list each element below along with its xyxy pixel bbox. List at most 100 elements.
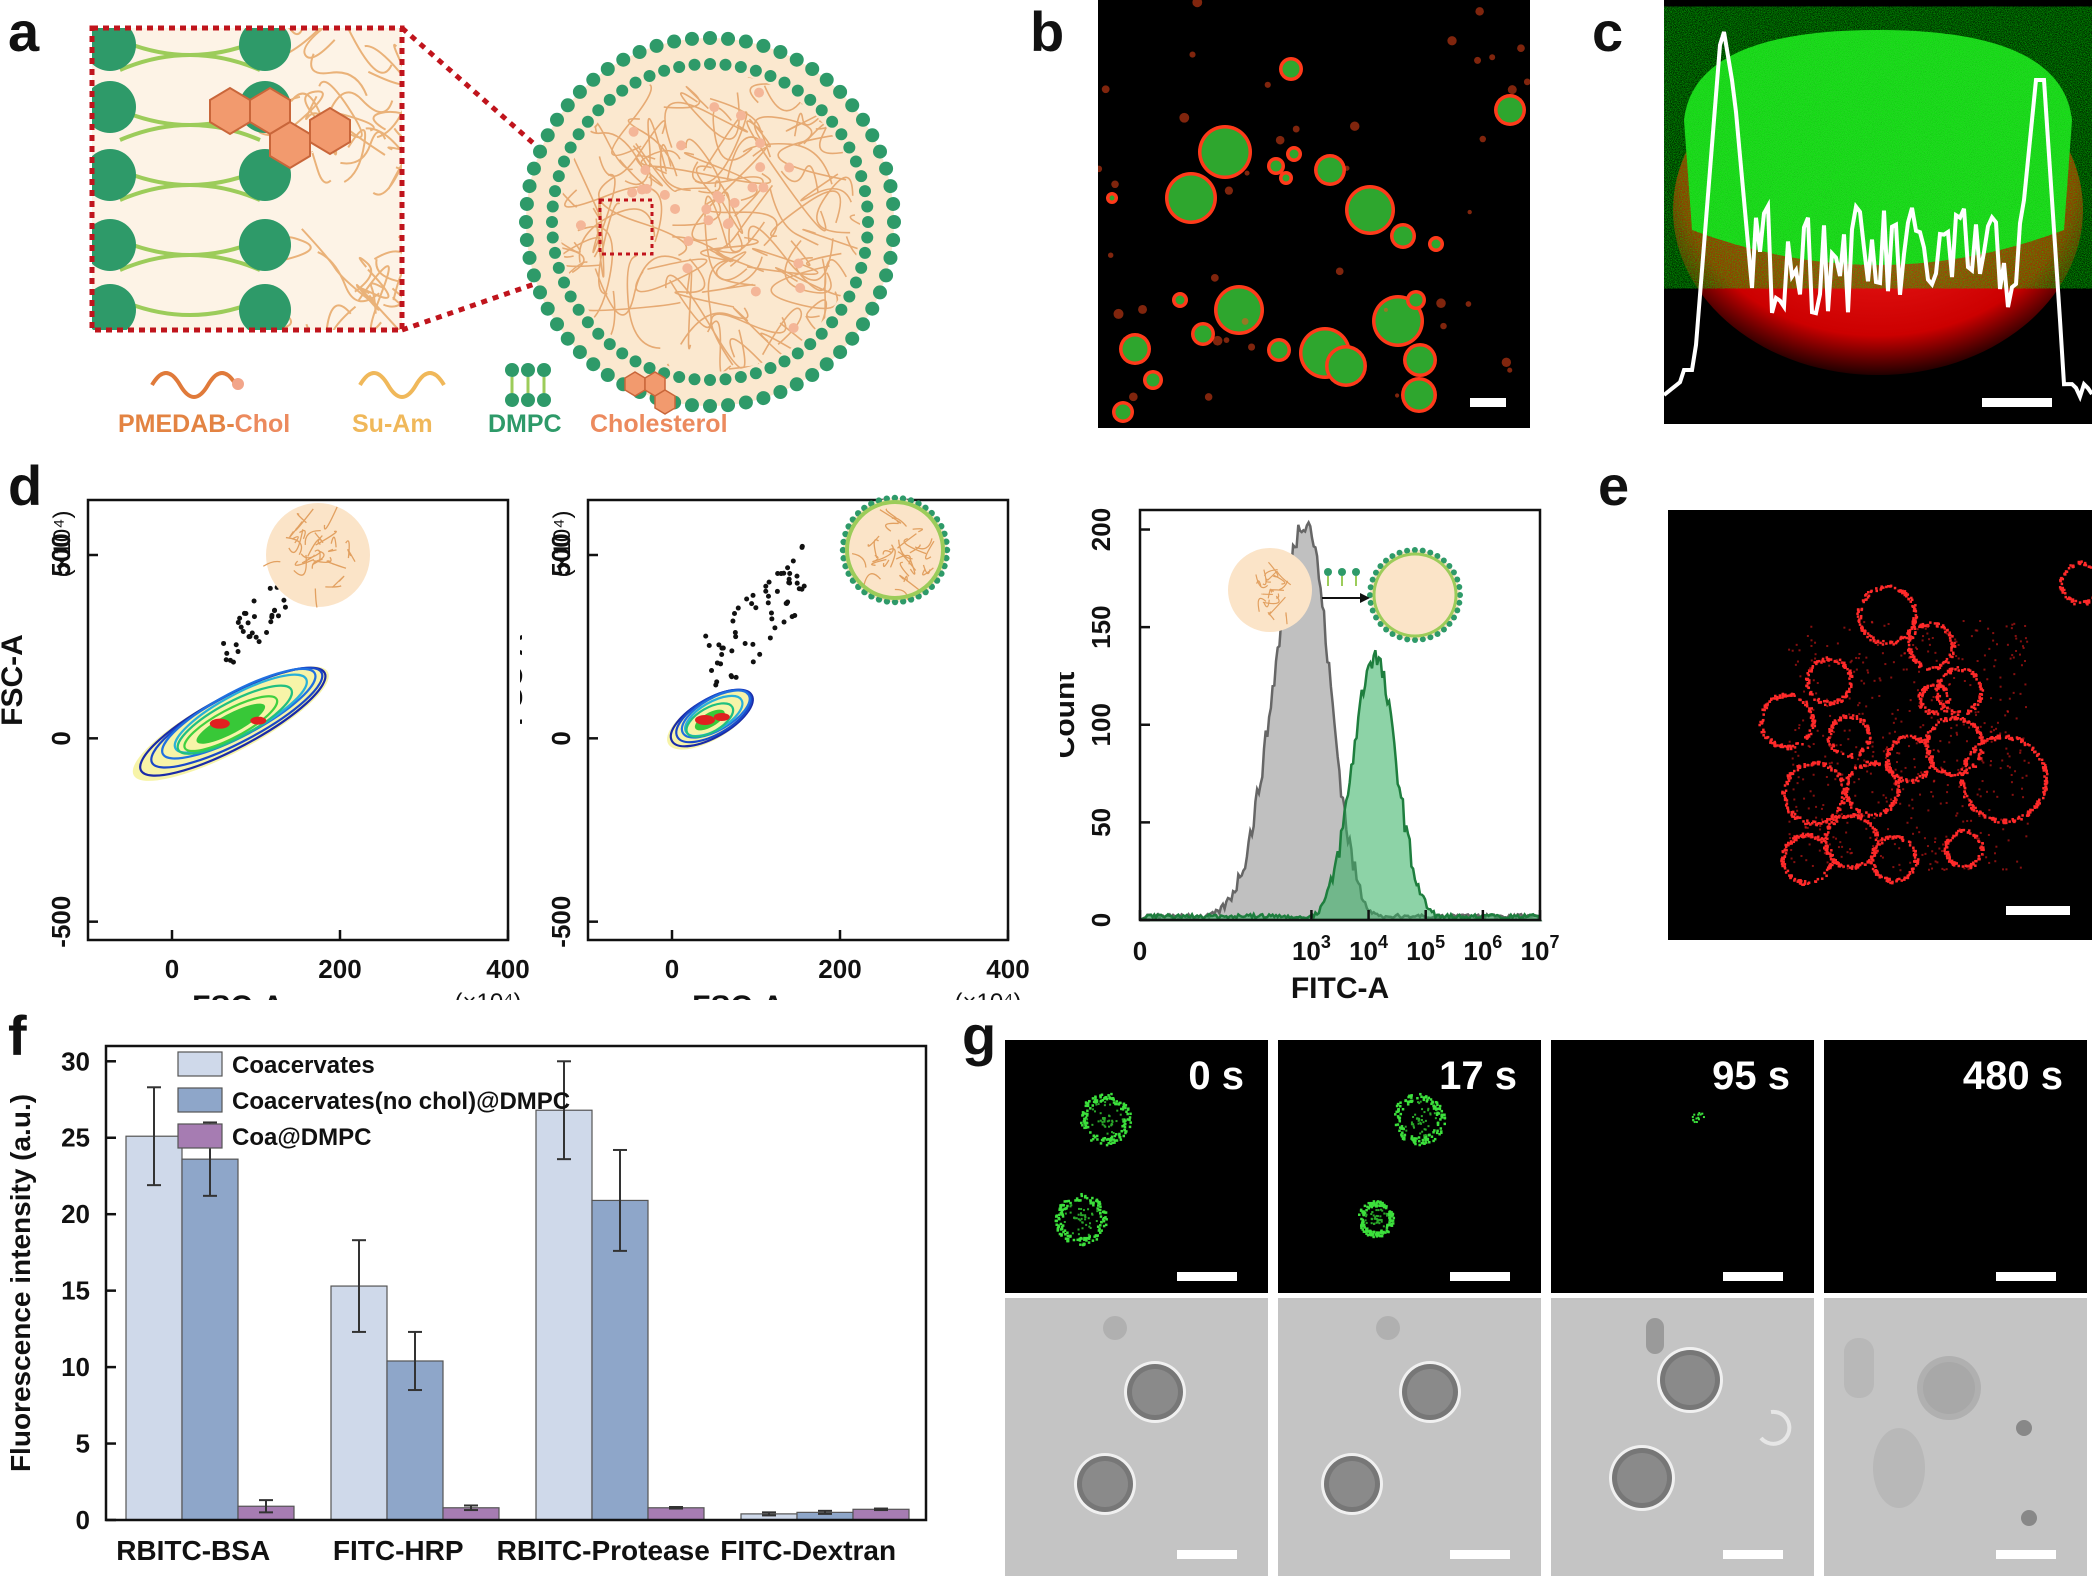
event-dot (781, 619, 787, 625)
x-tick-label: 0 (1133, 936, 1147, 966)
event-dot (794, 580, 800, 586)
scale-bar (1470, 398, 1506, 407)
event-dot (264, 630, 270, 636)
y-tick-label: 25 (61, 1123, 90, 1153)
legend-pmedab: PMEDAB-Chol (118, 410, 291, 438)
event-dot (268, 619, 274, 625)
panel-label-e: e (1598, 454, 1630, 517)
event-dot (744, 596, 750, 602)
event-dot (249, 630, 255, 636)
y-tick-label: 100 (1086, 703, 1116, 746)
scale-bar (1723, 1550, 1783, 1559)
event-dot (763, 588, 769, 594)
event-dot (267, 585, 273, 591)
density-contour (675, 688, 753, 744)
confocal-image-c (1664, 0, 2092, 424)
event-dot (233, 642, 239, 648)
event-dot (784, 600, 790, 606)
event-dot (750, 641, 756, 647)
time-label: 17 s (1439, 1054, 1517, 1098)
x-tick-label: 0 (165, 954, 179, 984)
event-dot (282, 604, 288, 610)
coating-process-inset-icon (1228, 547, 1463, 643)
bar-0 (535, 1109, 593, 1521)
panel-label-c: c (1592, 0, 1624, 63)
event-dot (757, 651, 763, 657)
x-category-label: RBITC-Protease (497, 1535, 710, 1566)
scale-bar (1996, 1272, 2056, 1281)
event-dot (709, 668, 715, 674)
scale-bar (1996, 1550, 2056, 1559)
time-label: 95 s (1712, 1054, 1790, 1098)
brightfield-frame-3 (1824, 1298, 2087, 1576)
bar-2 (647, 1507, 705, 1521)
event-dot (765, 600, 771, 606)
event-dot (768, 610, 774, 616)
event-dot (753, 605, 759, 611)
event-dot (281, 597, 287, 603)
event-dot (251, 598, 257, 604)
event-dot (774, 588, 780, 594)
y-tick-label: 200 (1086, 508, 1116, 551)
density-contour (680, 689, 751, 739)
panel-a-schematic (89, 25, 901, 415)
event-dot (224, 650, 230, 656)
scale-bar (1450, 1550, 1510, 1559)
event-dot (775, 570, 781, 576)
panel-label-f: f (8, 1004, 27, 1067)
fluorescence-bar-chart: RBITC-BSA FITC-HRP RBITC-Protease FITC-Dext… (5, 1044, 928, 1566)
event-dot (732, 630, 738, 636)
legend-swatch (177, 1087, 223, 1113)
density-contour (183, 695, 279, 753)
event-dot (720, 645, 726, 651)
event-dot (713, 682, 719, 688)
event-dot (227, 657, 233, 663)
scale-bar (1982, 398, 2052, 407)
event-dot (706, 643, 712, 649)
dmpc-head-icon (92, 28, 291, 330)
legend-cholesterol: Cholesterol (590, 410, 728, 438)
plot-frame (86, 498, 510, 942)
event-dot (237, 615, 243, 621)
particle-inset-icon (262, 503, 370, 608)
y-axis-label: Fluorescence intensity (a.u.) (5, 1094, 36, 1472)
event-dot (732, 611, 738, 617)
event-dot (221, 640, 227, 646)
event-dot (730, 618, 736, 624)
legend-suam: Su-Am (352, 410, 433, 438)
y-tick-label: 50 (1086, 808, 1116, 837)
event-dot (749, 601, 755, 607)
event-dot (785, 565, 791, 571)
panel-label-d: d (8, 454, 43, 517)
bar-1 (591, 1199, 649, 1521)
bar-0 (125, 1135, 183, 1521)
legend-label: Coacervates(no chol)@DMPC (232, 1088, 570, 1115)
density-contour (176, 684, 294, 755)
x-tick-label: 104 (1349, 932, 1388, 966)
x-tick-label: 105 (1406, 932, 1445, 966)
event-dot (735, 605, 741, 611)
event-dot (716, 642, 722, 648)
x-tick-label: 103 (1292, 932, 1331, 966)
event-dot (271, 608, 277, 614)
flow-contour-plot-coa-dmpc: 0 200 400 -500 0 500 FSC-A (×10⁴) FSC-A (×10⁴) (520, 494, 1030, 1000)
y-tick-label: 30 (61, 1046, 90, 1076)
event-dot (245, 620, 251, 626)
x-category-label: FITC-Dextran (720, 1535, 896, 1566)
fluorescence-frame-3: 480 s (1824, 1040, 2087, 1293)
x-tick-label: 0 (665, 954, 679, 984)
y-axis-label: FSC-A (0, 634, 29, 726)
event-dot (251, 614, 257, 620)
legend-swatch (177, 1123, 223, 1149)
event-dot (765, 593, 771, 599)
fluorescence-frame-0: 0 s (1005, 1040, 1268, 1293)
panel-label-g: g (962, 1004, 997, 1067)
flow-contour-plot-coacervates: 0 200 400 -500 0 500 FSC-A (×10⁴) FSC-A (×10⁴) (0, 498, 530, 1000)
brightfield-frame-0 (1005, 1298, 1268, 1576)
confocal-image-e (1668, 510, 2092, 940)
y-tick-label: 20 (61, 1199, 90, 1229)
fluorescence-frame-1: 17 s (1278, 1040, 1541, 1293)
legend-dmpc-icon (505, 363, 551, 407)
x-axis-unit: (×10⁴) (454, 989, 521, 1000)
membrane-zoom-inset (92, 28, 402, 330)
